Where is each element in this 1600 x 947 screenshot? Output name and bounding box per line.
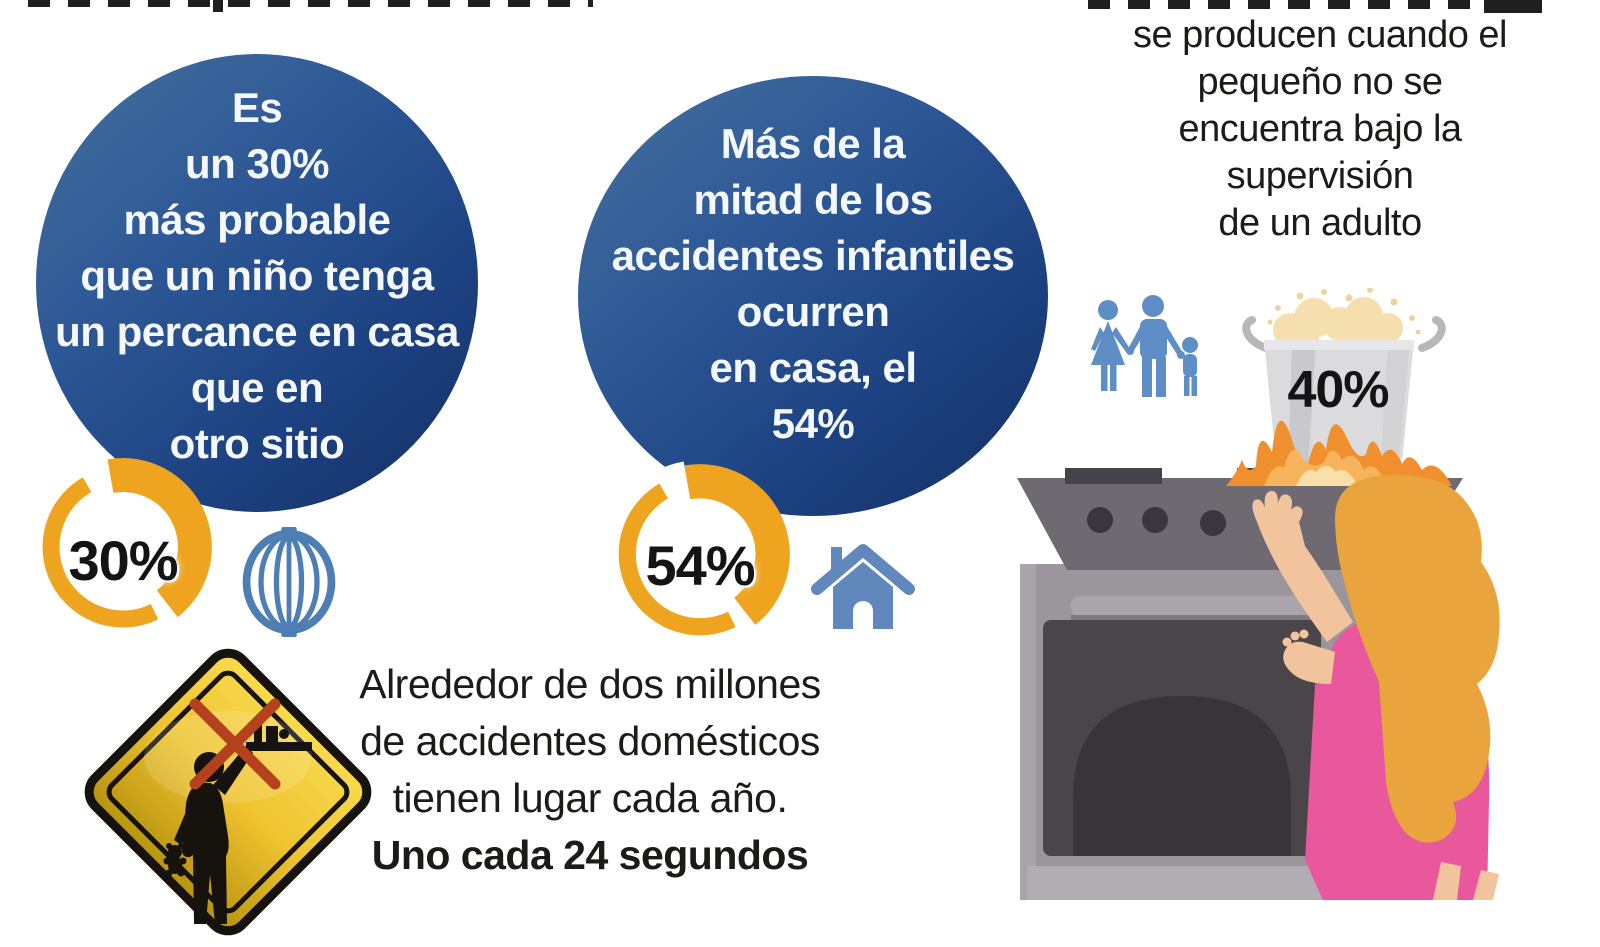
family-icon [1078,293,1218,408]
donut-gauge-30: 30% [28,452,218,642]
bubble-line: un 30% [184,140,330,187]
bubble-line: 54% [771,400,855,447]
bubble-line: un percance en casa [55,308,459,355]
gauge-value-label: 30% [68,528,178,592]
child-reaching-illustration [1235,470,1505,900]
boiling-pot-icon: 40% [1212,287,1476,494]
bubble-line: ocurren [736,288,890,335]
donut-ring-icon [42,455,212,631]
bubble-line: en casa, el [709,344,917,391]
bubble-line: Más de la [720,120,906,167]
bubble-line: que en [190,364,324,411]
supervision-line: encuentra bajo la [1178,108,1462,150]
cropped-title-descender [213,0,223,12]
bubble-line: otro sitio [169,420,345,467]
supervision-line: pequeño no se [1197,61,1443,103]
house-icon [810,537,916,633]
bubble-30-percent: Es un 30% más probable que un niño tenga… [36,54,478,512]
fact-highlight-line: Uno cada 24 segundos [371,832,809,878]
bubble-line: que un niño tenga [80,252,434,299]
cropped-title-fragment-chunk [1484,0,1542,13]
fact-line: Alrededor de dos millones [359,661,821,707]
fact-line: de accidentes domésticos [360,718,820,764]
supervision-text: se producen cuando el pequeño no se encu… [1070,12,1570,247]
bubble-line: más probable [123,196,391,243]
cropped-title-fragments-left [28,0,593,7]
donut-gauge-54: 54% [604,458,796,650]
pot-value-label: 40% [1287,361,1389,419]
bubble-line: Es [231,84,283,131]
warning-sign-icon [78,642,378,942]
gauge-value-label: 54% [645,533,755,597]
bubble-54-percent: Más de la mitad de los accidentes infant… [578,76,1048,516]
supervision-line: supervisión [1226,155,1414,197]
supervision-line: se producen cuando el [1132,14,1508,56]
bubble-line: accidentes infantiles [611,232,1015,279]
bottom-fact-text: Alrededor de dos millones de accidentes … [345,656,835,884]
supervision-line: de un adulto [1218,202,1422,244]
cropped-title-fragments-right [1088,0,1478,9]
globe-icon [240,527,338,637]
fact-line: tienen lugar cada año. [392,775,788,821]
donut-ring-icon [618,461,790,639]
bubble-line: mitad de los [693,176,933,223]
